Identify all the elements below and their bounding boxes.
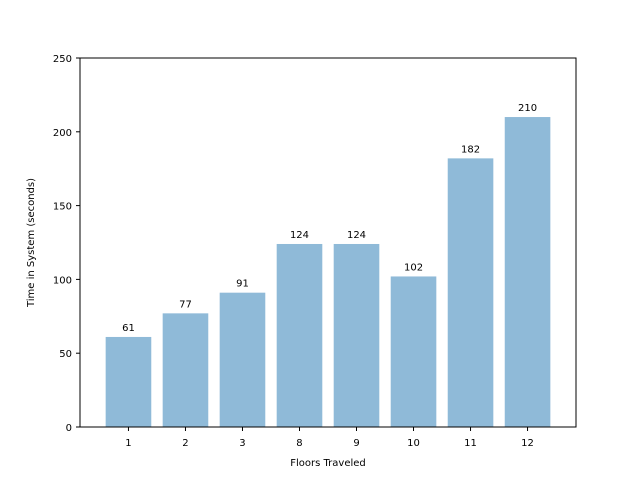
- data-label-2: 77: [179, 299, 192, 310]
- bar-8: [276, 243, 323, 427]
- y-tick-label-250: 250: [53, 54, 72, 65]
- y-tick-label-0: 0: [66, 423, 72, 434]
- data-label-1: 61: [122, 323, 135, 334]
- bar-10: [390, 276, 437, 427]
- bar-3: [219, 292, 266, 427]
- y-tick-label-200: 200: [53, 128, 72, 139]
- bar-11: [447, 158, 494, 427]
- bars-group: [105, 117, 551, 427]
- data-label-8: 124: [290, 230, 309, 241]
- x-axis-ticks: 1 2 3 8 9 10 11 12: [125, 427, 534, 449]
- data-label-10: 102: [404, 262, 423, 273]
- bar-1: [105, 336, 152, 427]
- y-tick-label-150: 150: [53, 202, 72, 213]
- x-axis-label: Floors Traveled: [290, 458, 366, 469]
- y-tick-label-50: 50: [59, 349, 72, 360]
- y-axis-ticks: 0 50 100 150 200 250: [53, 54, 80, 434]
- bar-12: [504, 117, 551, 427]
- x-tick-label-12: 12: [521, 438, 534, 449]
- plot-area-frame: [79, 57, 577, 428]
- data-label-12: 210: [518, 103, 537, 114]
- x-tick-label-11: 11: [464, 438, 477, 449]
- x-tick-label-1: 1: [125, 438, 131, 449]
- bar-9: [333, 243, 380, 427]
- x-tick-label-10: 10: [407, 438, 420, 449]
- data-label-3: 91: [236, 279, 249, 290]
- y-axis-label: Time in System (seconds): [26, 178, 37, 308]
- data-label-11: 182: [461, 144, 480, 155]
- x-tick-label-2: 2: [182, 438, 188, 449]
- data-labels-group: 61 77 91 124 124 102 182 210: [122, 103, 537, 334]
- data-label-9: 124: [347, 230, 366, 241]
- x-tick-label-3: 3: [239, 438, 245, 449]
- x-tick-label-9: 9: [353, 438, 359, 449]
- y-tick-label-100: 100: [53, 275, 72, 286]
- x-tick-label-8: 8: [296, 438, 302, 449]
- bar-2: [162, 313, 209, 427]
